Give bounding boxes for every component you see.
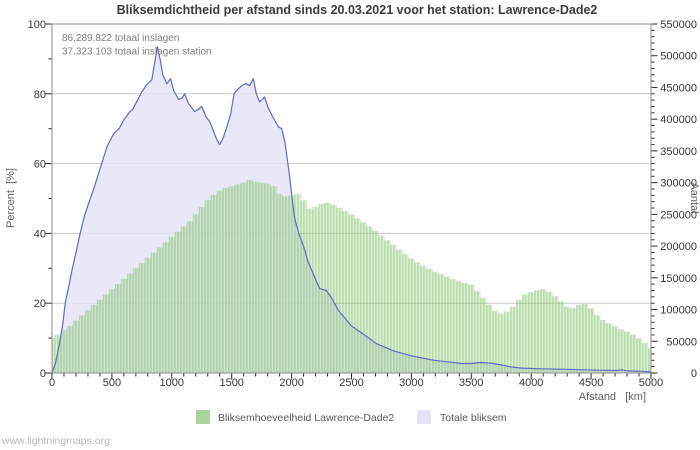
x-tick-label: 3500 bbox=[459, 377, 483, 389]
y-right-tick-label: 350000 bbox=[660, 146, 697, 158]
station-percentage-bars bbox=[52, 180, 651, 373]
legend-label-total: Totale bliksem bbox=[440, 412, 507, 424]
x-tick-label: 3000 bbox=[399, 377, 423, 389]
watermark: www.lightningmaps.org bbox=[1, 435, 110, 447]
x-tick-label: 1500 bbox=[219, 377, 243, 389]
axis-frame-and-ticks bbox=[45, 23, 658, 380]
y-left-tick-label: 100 bbox=[28, 19, 46, 31]
plot-border bbox=[51, 23, 652, 374]
y-left-axis-label: Percent [%] bbox=[5, 168, 17, 228]
station-strikes-annotation: 37.323.103 totaal inslagen station bbox=[62, 47, 212, 58]
legend: Bliksemhoeveelheid Lawrence-Dade2 Totale… bbox=[196, 410, 507, 424]
x-tick-label: 4500 bbox=[579, 377, 603, 389]
total-line bbox=[51, 46, 652, 374]
y-right-tick-label: 0 bbox=[691, 368, 697, 380]
y-left-tick-label: 0 bbox=[40, 368, 46, 380]
y-right-tick-label: 450000 bbox=[660, 82, 697, 94]
station-bars bbox=[52, 180, 651, 373]
y-right-tick-label: 50000 bbox=[666, 336, 697, 348]
y-right-tick-label: 550000 bbox=[660, 19, 697, 31]
y-left-tick-label: 20 bbox=[34, 298, 46, 310]
y-right-tick-label: 300000 bbox=[660, 178, 697, 190]
x-tick-label: 4000 bbox=[519, 377, 543, 389]
x-tick-label: 500 bbox=[103, 377, 121, 389]
x-tick-label: 1000 bbox=[160, 377, 184, 389]
legend-item-station: Bliksemhoeveelheid Lawrence-Dade2 bbox=[196, 410, 394, 424]
y-right-tick-label: 150000 bbox=[660, 273, 697, 285]
x-tick-label: 2500 bbox=[339, 377, 363, 389]
x-tick-label: 5000 bbox=[639, 377, 663, 389]
total-lightning-line bbox=[51, 46, 652, 374]
legend-swatch-total bbox=[417, 410, 431, 424]
chart-title: Bliksemdichtheid per afstand sinds 20.03… bbox=[117, 3, 598, 17]
legend-label-station: Bliksemhoeveelheid Lawrence-Dade2 bbox=[218, 412, 394, 424]
x-axis-label: Afstand [km] bbox=[579, 391, 646, 403]
legend-swatch-station bbox=[196, 410, 210, 424]
y-left-tick-label: 40 bbox=[34, 228, 46, 240]
y-left-tick-label: 60 bbox=[34, 159, 46, 171]
y-right-tick-label: 100000 bbox=[660, 305, 697, 317]
y-right-tick-label: 250000 bbox=[660, 209, 697, 221]
legend-item-total: Totale bliksem bbox=[417, 410, 507, 424]
y-right-tick-label: 500000 bbox=[660, 51, 697, 63]
y-right-axis-label: Aantal bbox=[688, 182, 700, 213]
y-left-tick-label: 80 bbox=[34, 89, 46, 101]
y-right-tick-label: 200000 bbox=[660, 241, 697, 253]
tick-labels: 0 500 1000 1500 2000 2500 3000 3500 4000 4500 5000… bbox=[28, 19, 697, 389]
x-tick-label: 2000 bbox=[279, 377, 303, 389]
total-strikes-annotation: 86.289.822 totaal inslagen bbox=[62, 33, 179, 44]
x-tick-label: 0 bbox=[49, 377, 55, 389]
y-right-tick-label: 400000 bbox=[660, 114, 697, 126]
